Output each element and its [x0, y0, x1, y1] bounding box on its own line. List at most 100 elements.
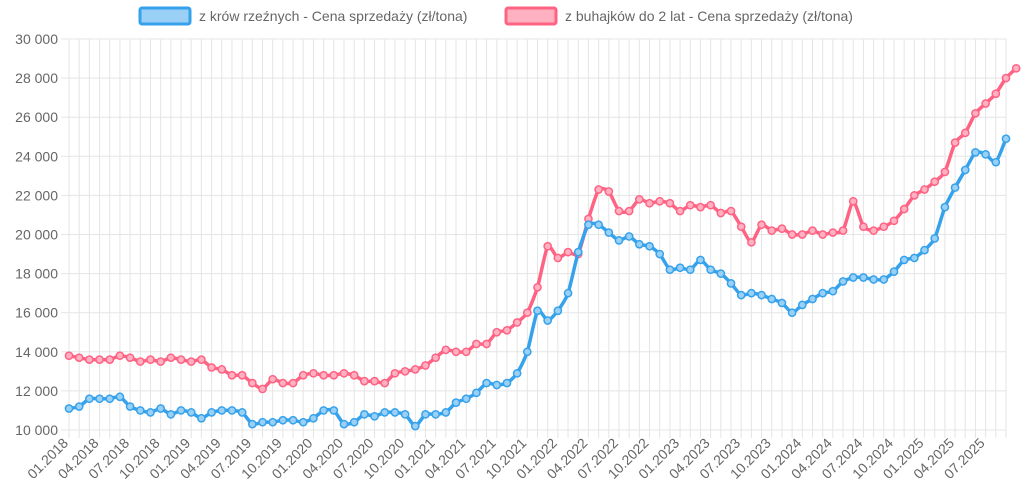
data-point[interactable]	[553, 253, 563, 263]
data-point[interactable]	[838, 277, 848, 286]
data-point[interactable]	[828, 228, 838, 237]
data-point[interactable]	[492, 380, 502, 390]
data-point[interactable]	[319, 370, 328, 380]
data-point[interactable]	[828, 286, 838, 296]
data-point[interactable]	[319, 406, 328, 415]
data-point[interactable]	[349, 370, 359, 380]
data-point[interactable]	[848, 273, 858, 282]
data-point[interactable]	[879, 222, 889, 232]
data-point[interactable]	[899, 255, 909, 265]
data-point[interactable]	[563, 247, 573, 257]
data-point[interactable]	[125, 353, 135, 363]
data-point[interactable]	[716, 269, 726, 278]
data-point[interactable]	[950, 138, 960, 147]
data-point[interactable]	[909, 191, 919, 200]
data-point[interactable]	[146, 408, 155, 417]
data-point[interactable]	[655, 196, 665, 206]
data-point[interactable]	[645, 241, 654, 251]
data-point[interactable]	[166, 353, 176, 363]
legend-item-krowy[interactable]: z krów rzeźnych - Cena sprzedaży (zł/ton…	[138, 6, 467, 26]
data-point[interactable]	[665, 198, 675, 208]
data-point[interactable]	[156, 404, 166, 413]
data-point[interactable]	[757, 290, 766, 300]
data-point[interactable]	[166, 410, 176, 419]
data-point[interactable]	[360, 376, 369, 386]
data-point[interactable]	[380, 408, 390, 417]
data-point[interactable]	[349, 417, 359, 427]
data-point[interactable]	[584, 220, 593, 230]
data-point[interactable]	[441, 345, 451, 355]
data-point[interactable]	[197, 355, 206, 364]
data-point[interactable]	[818, 230, 828, 239]
data-point[interactable]	[940, 202, 950, 212]
data-point[interactable]	[74, 353, 84, 363]
data-point[interactable]	[502, 325, 512, 335]
data-point[interactable]	[309, 368, 318, 378]
data-point[interactable]	[767, 294, 777, 304]
data-point[interactable]	[1011, 63, 1021, 73]
data-point[interactable]	[665, 265, 675, 275]
data-point[interactable]	[115, 392, 125, 402]
data-point[interactable]	[930, 234, 940, 243]
data-point[interactable]	[604, 228, 614, 237]
data-point[interactable]	[360, 410, 369, 419]
data-point[interactable]	[64, 404, 74, 413]
data-point[interactable]	[604, 187, 614, 196]
data-point[interactable]	[726, 206, 736, 216]
data-point[interactable]	[706, 200, 715, 210]
data-point[interactable]	[930, 177, 940, 187]
data-point[interactable]	[726, 279, 736, 288]
data-point[interactable]	[390, 368, 400, 378]
data-point[interactable]	[685, 200, 695, 210]
data-point[interactable]	[298, 417, 308, 427]
data-point[interactable]	[247, 419, 257, 429]
data-point[interactable]	[1001, 134, 1011, 144]
data-point[interactable]	[543, 316, 553, 325]
data-point[interactable]	[472, 388, 481, 398]
data-point[interactable]	[268, 417, 278, 427]
data-point[interactable]	[920, 245, 929, 255]
data-point[interactable]	[981, 149, 990, 159]
data-point[interactable]	[105, 394, 115, 404]
data-point[interactable]	[410, 365, 420, 374]
data-point[interactable]	[135, 357, 145, 366]
data-point[interactable]	[227, 370, 237, 380]
data-point[interactable]	[431, 353, 441, 363]
data-point[interactable]	[74, 402, 84, 411]
data-point[interactable]	[859, 222, 868, 232]
data-point[interactable]	[889, 216, 899, 226]
data-point[interactable]	[869, 275, 878, 284]
data-point[interactable]	[675, 206, 685, 216]
data-point[interactable]	[176, 406, 186, 415]
data-point[interactable]	[889, 267, 899, 276]
data-point[interactable]	[818, 288, 828, 298]
data-point[interactable]	[410, 421, 420, 431]
data-point[interactable]	[808, 294, 817, 304]
data-point[interactable]	[370, 376, 379, 386]
data-point[interactable]	[492, 327, 502, 337]
data-point[interactable]	[482, 339, 491, 349]
data-point[interactable]	[268, 374, 278, 384]
data-point[interactable]	[400, 410, 410, 419]
data-point[interactable]	[64, 351, 74, 361]
data-point[interactable]	[278, 378, 288, 388]
data-point[interactable]	[421, 361, 430, 370]
data-point[interactable]	[787, 230, 797, 239]
data-point[interactable]	[441, 408, 451, 417]
data-point[interactable]	[217, 365, 227, 374]
data-point[interactable]	[461, 394, 471, 404]
legend-item-buhajki[interactable]: z buhajków do 2 lat - Cena sprzedaży (zł…	[504, 6, 853, 26]
data-point[interactable]	[848, 196, 858, 206]
data-point[interactable]	[940, 167, 950, 177]
data-point[interactable]	[421, 410, 430, 419]
data-point[interactable]	[716, 208, 726, 218]
data-point[interactable]	[451, 347, 461, 357]
data-point[interactable]	[105, 355, 115, 364]
data-point[interactable]	[258, 384, 267, 394]
data-point[interactable]	[563, 288, 573, 298]
data-point[interactable]	[217, 406, 227, 415]
data-point[interactable]	[237, 370, 247, 380]
data-point[interactable]	[522, 347, 532, 357]
data-point[interactable]	[747, 288, 756, 298]
data-point[interactable]	[675, 263, 685, 273]
